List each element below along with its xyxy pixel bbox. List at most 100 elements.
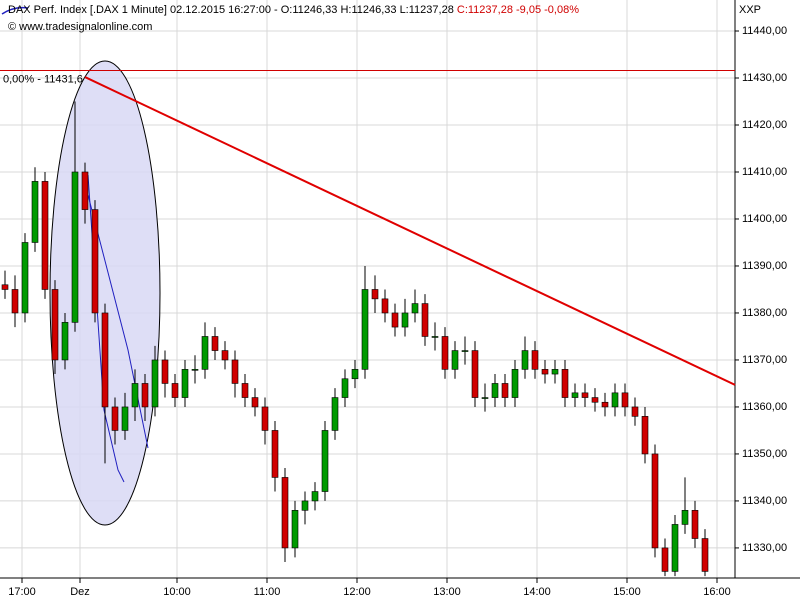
candle-body (181, 369, 189, 398)
candle-body (231, 359, 239, 384)
candle-body (151, 359, 159, 408)
y-tick-label: 11430,00 (742, 72, 787, 84)
icon (1, 6, 29, 15)
x-tick-label: 15:00 (613, 586, 641, 598)
candle-body (581, 392, 589, 398)
candle-body (491, 383, 499, 398)
y-tick-label: 11350,00 (742, 448, 787, 460)
candle-body (341, 378, 349, 398)
candle-body (101, 312, 109, 408)
candle-body (381, 298, 389, 314)
candle-body (291, 510, 299, 549)
y-tick-label: 11410,00 (742, 166, 787, 178)
x-tick-label: 17:00 (8, 586, 36, 598)
candle-body (531, 350, 539, 370)
candle-body (201, 336, 209, 370)
candle-body (141, 383, 149, 408)
candle-body (421, 303, 429, 337)
y-tick-label: 11400,00 (742, 213, 787, 225)
x-tick-label: Dez (70, 586, 90, 598)
candle-body (321, 430, 329, 492)
candle-body (261, 406, 269, 431)
candle-body (211, 336, 219, 351)
candle-body (671, 524, 679, 572)
y-tick-label: 11370,00 (742, 354, 787, 366)
candle-body (641, 416, 649, 455)
candle-body (111, 406, 119, 431)
y-tick-label: 11380,00 (742, 307, 787, 319)
candle-body (281, 477, 289, 549)
y-tick-label: 11330,00 (742, 542, 787, 554)
candle-body (131, 383, 139, 408)
x-tick-label: 11:00 (254, 586, 281, 598)
candle-body (511, 369, 519, 398)
candle-body (591, 397, 599, 403)
candle-body (501, 383, 509, 398)
trendline (84, 76, 736, 386)
candle-body (51, 289, 59, 361)
candle-body (681, 510, 689, 525)
title-change: C:11237,28 -9,05 -0,08% (457, 4, 579, 16)
candle-body (471, 350, 479, 398)
title-text: DAX Perf. Index [.DAX 1 Minute] 02.12.20… (8, 4, 454, 16)
axis-label: XXP (739, 4, 761, 16)
x-tick-label: 14:00 (523, 586, 551, 598)
candle-body (171, 383, 179, 398)
candle-body (651, 453, 659, 549)
candle-body (121, 406, 129, 431)
candle-body (391, 312, 399, 328)
candle-body (541, 369, 549, 375)
candle-body (661, 547, 669, 572)
candle-body (571, 392, 579, 398)
candle-body (521, 350, 529, 370)
candle-body (431, 336, 439, 338)
candle-body (301, 500, 309, 511)
y-tick-label: 11440,00 (742, 25, 787, 37)
candle-body (621, 392, 629, 408)
candle-body (31, 181, 39, 243)
candle-body (161, 359, 169, 384)
candle-body (11, 289, 19, 314)
candle-body (441, 336, 449, 370)
level-label: 0,00% - 11431,6 (3, 73, 83, 85)
candle-body (61, 322, 69, 361)
x-tick-label: 13:00 (433, 586, 461, 598)
candle-body (331, 397, 339, 431)
candle-body (631, 406, 639, 417)
candle-body (221, 350, 229, 361)
candle-body (551, 369, 559, 375)
y-tick-label: 11360,00 (742, 401, 787, 413)
annotation-line (87, 194, 149, 449)
candle-body (81, 171, 89, 210)
candle-body (351, 369, 359, 380)
marks (1, 101, 709, 577)
candle-body (271, 430, 279, 478)
candle-body (191, 369, 199, 371)
candle-body (91, 209, 99, 314)
chart-title: DAX Perf. Index [.DAX 1 Minute] 02.12.20… (8, 4, 579, 16)
x-tick-label: 16:00 (703, 586, 731, 598)
candle-body (401, 312, 409, 328)
candle-body (561, 369, 569, 398)
y-tick-label: 11390,00 (742, 260, 787, 272)
x-tick-label: 10:00 (163, 586, 191, 598)
candle-body (21, 242, 29, 314)
candle-body (701, 538, 709, 572)
candle-body (451, 350, 459, 370)
candle-body (611, 392, 619, 408)
candle-body (241, 383, 249, 398)
candle-body (71, 171, 79, 323)
y-tick-label: 11420,00 (742, 119, 787, 131)
candle-body (691, 510, 699, 539)
candle-body (1, 284, 9, 290)
candle-body (461, 350, 469, 352)
candle-body (361, 289, 369, 370)
subtitle: © www.tradesignalonline.com (8, 21, 152, 33)
candle-body (371, 289, 379, 300)
candle-body (251, 397, 259, 408)
candle-body (481, 397, 489, 399)
x-tick-label: 12:00 (343, 586, 371, 598)
candle-body (411, 303, 419, 314)
